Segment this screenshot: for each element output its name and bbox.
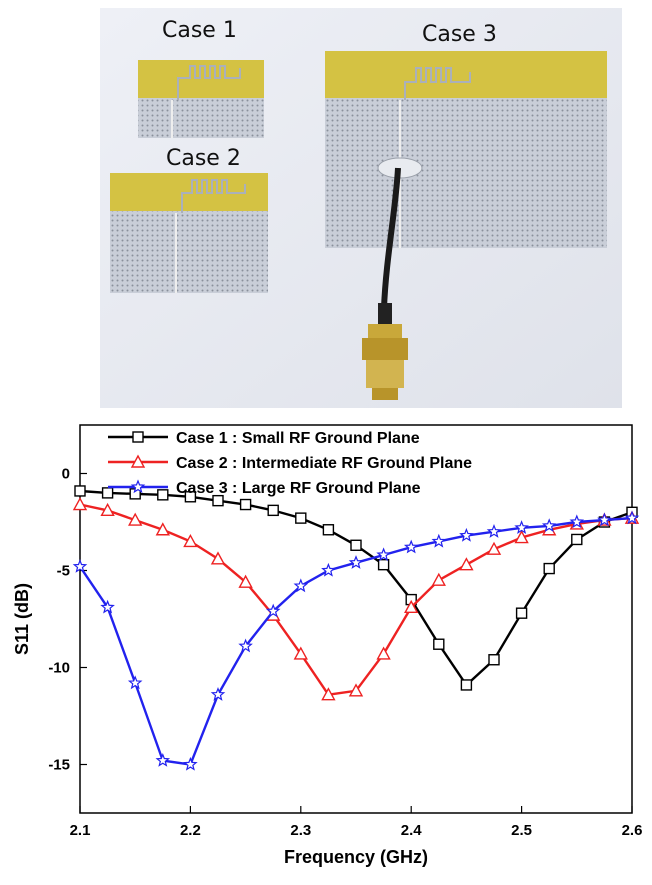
y-axis-label: S11 (dB) xyxy=(12,583,32,655)
data-point-case1 xyxy=(515,607,528,619)
x-tick-label: 2.3 xyxy=(290,822,311,839)
case2-board xyxy=(110,173,268,293)
data-point-case2 xyxy=(128,512,143,526)
data-point-case2 xyxy=(376,646,391,660)
y-tick-label: 0 xyxy=(62,466,70,483)
data-point-case3 xyxy=(321,562,336,577)
data-point-case1 xyxy=(184,491,197,503)
data-point-case2 xyxy=(514,530,529,544)
legend-marker-case2 xyxy=(130,454,146,468)
data-point-case2 xyxy=(404,599,419,614)
x-tick-label: 2.5 xyxy=(511,822,532,839)
data-point-case1 xyxy=(74,485,86,497)
case3-caption: Case 3 xyxy=(422,22,497,47)
x-tick-label: 2.1 xyxy=(70,822,91,839)
data-point-case2 xyxy=(321,687,336,701)
data-point-case3 xyxy=(486,524,502,538)
data-point-case1 xyxy=(377,558,390,571)
data-point-case3 xyxy=(569,514,585,529)
data-point-case1 xyxy=(322,524,335,536)
plot-frame xyxy=(79,424,633,814)
data-point-case3 xyxy=(459,527,474,542)
data-point-case3 xyxy=(155,752,171,767)
data-point-case2 xyxy=(155,522,170,536)
data-point-case3 xyxy=(293,578,309,593)
data-point-case2 xyxy=(293,646,308,660)
data-point-case2 xyxy=(459,557,474,571)
data-point-case3 xyxy=(624,510,640,525)
data-point-case2 xyxy=(238,574,253,588)
data-point-case3 xyxy=(431,533,447,548)
data-point-case1 xyxy=(433,638,445,650)
data-point-case3 xyxy=(72,558,88,573)
case1-board xyxy=(138,60,264,138)
legend-label-case2: Case 2 : Intermediate RF Ground Plane xyxy=(176,455,472,472)
case2-caption: Case 2 xyxy=(166,146,241,171)
data-point-case3 xyxy=(348,555,364,569)
case3-board xyxy=(325,51,607,248)
data-point-case1 xyxy=(488,654,500,666)
data-point-case2 xyxy=(348,683,364,697)
sma-connector xyxy=(362,167,408,400)
data-point-case1 xyxy=(295,512,307,524)
x-tick-label: 2.6 xyxy=(622,822,643,839)
data-point-case1 xyxy=(571,533,583,546)
data-point-case3 xyxy=(127,675,143,690)
y-tick-label: -10 xyxy=(48,660,70,677)
data-point-case3 xyxy=(403,539,419,554)
data-point-case3 xyxy=(183,756,198,771)
legend-marker-case3 xyxy=(130,479,146,494)
data-point-case1 xyxy=(267,504,279,517)
x-tick-label: 2.2 xyxy=(180,822,201,839)
data-point-case1 xyxy=(157,489,169,501)
x-tick-label: 2.4 xyxy=(401,822,423,839)
y-tick-label: -5 xyxy=(57,563,70,580)
data-point-case2 xyxy=(431,572,446,586)
data-point-case1 xyxy=(460,679,473,691)
x-axis-label: Frequency (GHz) xyxy=(284,847,428,867)
data-point-case2 xyxy=(183,533,198,548)
y-tick-label: -15 xyxy=(48,757,70,774)
series-line-case3 xyxy=(79,516,633,766)
data-point-case3 xyxy=(597,512,612,527)
data-point-case1 xyxy=(239,498,252,511)
data-point-case3 xyxy=(210,687,226,701)
data-point-case1 xyxy=(101,487,114,499)
data-point-case3 xyxy=(265,603,281,618)
data-point-case3 xyxy=(541,518,557,533)
data-point-case2 xyxy=(210,551,226,565)
data-point-case3 xyxy=(376,547,391,562)
data-point-case2 xyxy=(486,541,502,555)
data-point-case1 xyxy=(212,494,224,507)
antenna-prototypes-photo: Case 1 Case 2 Case 3 xyxy=(100,8,622,408)
data-point-case2 xyxy=(72,497,88,511)
legend-label-case3: Case 3 : Large RF Ground Plane xyxy=(176,480,421,497)
data-point-case3 xyxy=(238,638,253,653)
data-point-case3 xyxy=(100,599,115,614)
s11-chart: 2.1 2.2 2.3 2.4 2.5 2.6 0 -5 -10 -15 Frequency (GH… xyxy=(12,424,643,867)
case1-caption: Case 1 xyxy=(162,18,237,43)
data-point-case2 xyxy=(100,502,115,517)
data-point-case3 xyxy=(514,520,529,534)
data-point-case1 xyxy=(350,539,362,551)
legend-label-case1: Case 1 : Small RF Ground Plane xyxy=(176,430,420,447)
data-point-case1 xyxy=(543,562,555,575)
legend-marker-case1 xyxy=(132,431,144,443)
